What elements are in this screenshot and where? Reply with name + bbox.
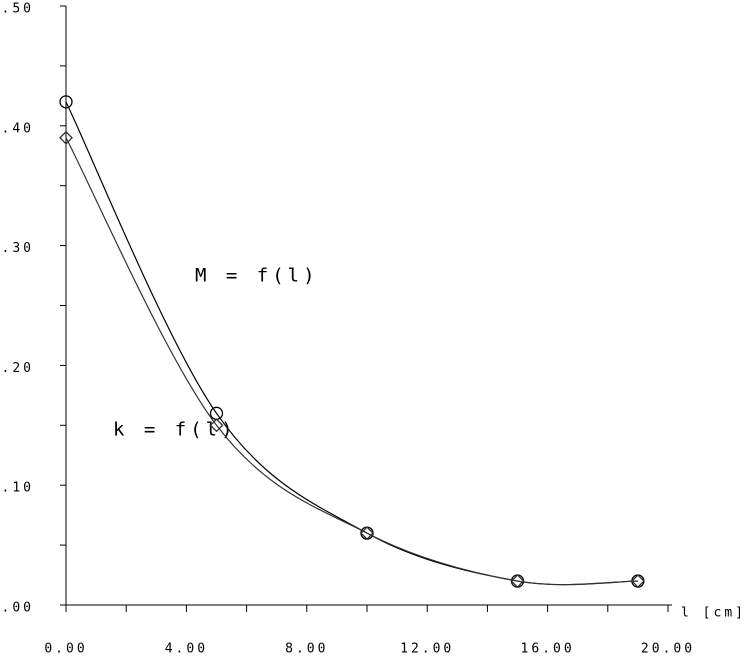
diamond-marker [510, 574, 525, 588]
y-tick-label: 0.50 [0, 2, 34, 17]
y-tick-label: 0.20 [0, 361, 34, 376]
diamond-marker [209, 418, 224, 433]
x-tick-label: 8.00 [285, 642, 328, 657]
diamond-marker [59, 130, 73, 145]
diamond-marker [630, 574, 645, 588]
y-tick-label: 0.40 [0, 121, 34, 136]
line [65, 137, 638, 586]
x-tick-label: 12.00 [400, 642, 454, 657]
x-axis-label: l [cm] [681, 606, 746, 621]
y-tick-label: 0.10 [0, 481, 34, 496]
x-tick-label: 4.00 [165, 642, 208, 657]
diamond-marker [360, 526, 374, 541]
x-tick-label: 16.00 [521, 642, 575, 657]
line [65, 101, 638, 586]
annotation: k = f(l) [113, 419, 237, 441]
circle-marker [59, 95, 73, 109]
y-tick-label: 0.00 [0, 601, 34, 616]
x-tick-label: 20.00 [641, 642, 695, 657]
annotation: M = f(l) [195, 265, 319, 287]
x-tick-label: 0.00 [44, 642, 87, 657]
y-tick-label: 0.30 [0, 241, 34, 256]
